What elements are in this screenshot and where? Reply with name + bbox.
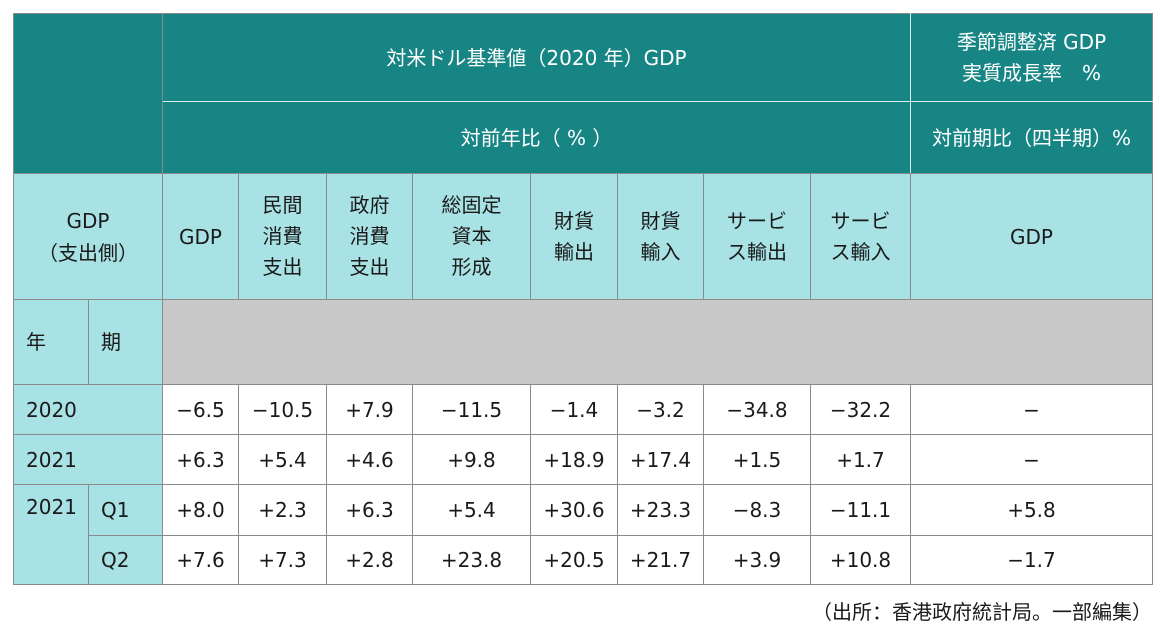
table-row: 2020 −6.5 −10.5 +7.9 −11.5 −1.4 −3.2 −34… [13,384,1153,435]
col-header-text: 民間 [262,193,303,217]
corner-cell [13,13,163,174]
col-header-text: サービ [727,208,787,233]
cell: − [910,384,1153,435]
row-year-text: 2021 [26,495,77,519]
gdp-table: 対米ドル基準値（2020 年）GDP 季節調整済 GDP 実質成長率 % 対前年… [13,13,1153,585]
main-title-cell: 対米ドル基準値（2020 年）GDP [162,13,911,102]
gdp-table-container: 対米ドル基準値（2020 年）GDP 季節調整済 GDP 実質成長率 % 対前年… [13,13,1153,585]
col-header-text: 消費 [349,224,390,248]
col-header-goods-exports: 財貨 輸出 [530,173,618,300]
right-subtitle: 対前期比（四半期）% [931,125,1131,150]
col-header-text: 財貨 [554,208,594,233]
row-year: 2021 [13,434,163,485]
col-header-text: 形成 [451,255,492,279]
cell: +5.8 [910,484,1153,536]
col-header-services-exports: サービ ス輸出 [703,173,811,300]
year-header: 年 [13,299,89,385]
col-header-text: ス輸入 [830,239,891,264]
row-period-text: Q1 [101,498,130,522]
col-header-text: GDP [1010,224,1053,249]
cell: +1.5 [703,434,811,485]
col-header-government-consumption: 政府 消費 支出 [326,173,413,300]
cell: +10.8 [810,535,911,585]
stub-line1: GDP [66,208,110,233]
cell: +2.8 [326,535,413,585]
cell: +20.5 [530,535,618,585]
cell: +4.6 [326,434,413,485]
cell: +23.8 [412,535,531,585]
stub-line2: （支出側） [38,240,138,265]
right-title-cell: 季節調整済 GDP 実質成長率 % [910,13,1153,102]
cell: −1.4 [530,384,618,435]
period-header-text: 期 [101,330,121,354]
row-year: 2020 [13,384,163,435]
col-header-gross-fixed-capital: 総固定 資本 形成 [412,173,531,300]
col-header-text: 輸入 [640,239,681,264]
cell: +6.3 [326,484,413,536]
col-header-goods-imports: 財貨 輸入 [617,173,704,300]
main-sub-cell: 対前年比（ % ） [162,101,911,174]
col-header-text: サービ [830,208,891,233]
source-note: （出所：香港政府統計局。一部編集） [812,600,1152,624]
col-header-qoq-gdp: GDP [910,173,1153,300]
cell: −8.3 [703,484,811,536]
table-row: Q2 +7.6 +7.3 +2.8 +23.8 +20.5 +21.7 +3.9… [14,535,1153,585]
table-row: 2021 Q1 +8.0 +2.3 +6.3 +5.4 +30.6 +23.3 … [13,484,1153,585]
period-header: 期 [88,299,163,385]
grey-band [162,299,1153,385]
stub-header: GDP （支出側） [13,173,163,300]
right-title-line1: 季節調整済 GDP [956,29,1107,54]
cell: −34.8 [703,384,811,435]
cell: +30.6 [530,484,618,536]
cell: +17.4 [617,434,704,485]
cell: +8.0 [162,484,239,536]
row-year-text: 2020 [26,397,77,422]
col-header-text: ス輸出 [727,239,787,264]
main-title: 対米ドル基準値（2020 年）GDP [386,45,687,70]
cell: −11.1 [810,484,911,536]
cell: +18.9 [530,434,618,485]
year-header-text: 年 [26,330,46,354]
cell: +5.4 [238,434,327,485]
table-row: 2021 +6.3 +5.4 +4.6 +9.8 +18.9 +17.4 +1.… [13,434,1153,485]
col-header-text: 支出 [262,255,303,279]
col-header-text: 支出 [349,255,390,279]
right-title-line2: 実質成長率 % [961,60,1101,85]
cell: +7.6 [162,535,239,585]
cell: +9.8 [412,434,531,485]
cell: +5.4 [412,484,531,536]
col-header-services-imports: サービ ス輸入 [810,173,911,300]
row-year: 2021 [13,484,89,585]
cell: +6.3 [162,434,239,485]
col-header-text: 総固定 [441,193,502,217]
main-subtitle: 対前年比（ % ） [460,125,613,150]
right-sub-cell: 対前期比（四半期）% [910,101,1153,174]
col-header-private-consumption: 民間 消費 支出 [238,173,327,300]
row-period: Q1 [88,484,163,536]
cell: +23.3 [617,484,704,536]
cell: +7.3 [238,535,327,585]
col-header-gdp: GDP [162,173,239,300]
col-header-text: 資本 [451,224,492,248]
cell: −11.5 [412,384,531,435]
cell: − [910,434,1153,485]
row-period: Q2 [88,535,163,585]
cell: +2.3 [238,484,327,536]
col-header-text: 財貨 [640,208,681,233]
cell: +7.9 [326,384,413,435]
cell: +1.7 [810,434,911,485]
cell: −1.7 [910,535,1153,585]
row-year-text: 2021 [26,447,77,472]
row-period-text: Q2 [101,548,130,572]
cell: −32.2 [810,384,911,435]
col-header-text: 消費 [262,224,303,248]
cell: +3.9 [703,535,811,585]
col-header-text: 輸出 [554,239,594,264]
cell: −6.5 [162,384,239,435]
col-header-text: GDP [179,224,222,249]
cell: −10.5 [238,384,327,435]
cell: +21.7 [617,535,704,585]
cell: −3.2 [617,384,704,435]
col-header-text: 政府 [349,193,390,217]
